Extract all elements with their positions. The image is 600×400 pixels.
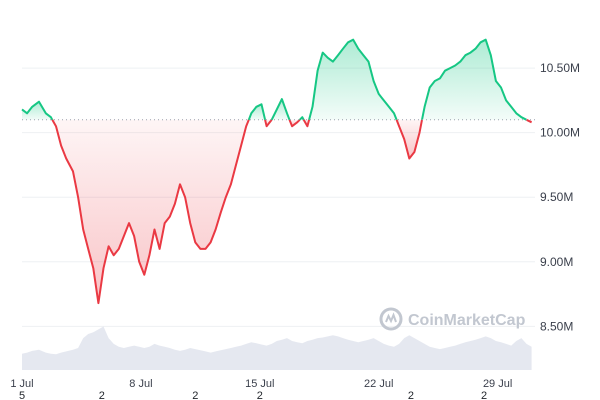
watermark: CoinMarketCap: [379, 307, 526, 331]
price-line-above-baseline: [21, 100, 54, 121]
price-fill-below-baseline: [396, 119, 422, 159]
x-sub-label: 2: [481, 390, 487, 400]
x-axis-sub-labels: 5 2 2 2 2 2: [19, 390, 487, 400]
price-fill-above-baseline: [248, 104, 266, 120]
x-tick-label: 29 Jul: [483, 378, 512, 390]
y-tick-label: 10.50M: [540, 61, 580, 75]
price-line-below-baseline: [51, 119, 250, 305]
price-line-above-baseline: [308, 38, 398, 121]
x-sub-label: 5: [19, 390, 25, 400]
y-tick-label: 8.50M: [540, 319, 573, 333]
volume-area-path: [22, 326, 532, 370]
price-line-above-baseline: [298, 116, 305, 121]
price-fill-above-baseline: [271, 99, 290, 120]
x-sub-label: 2: [408, 390, 414, 400]
price-line-below-baseline: [395, 119, 423, 160]
price-line-below-baseline: [526, 118, 533, 124]
x-tick-label: 1 Jul: [10, 378, 33, 390]
x-axis-tick-labels: 1 Jul 8 Jul 15 Jul 22 Jul 29 Jul: [10, 378, 512, 390]
price-line-above-baseline: [270, 98, 291, 121]
price-line-below-baseline: [288, 119, 301, 128]
y-tick-label: 9.50M: [540, 190, 573, 204]
price-fill-above-baseline: [422, 39, 527, 120]
x-sub-label: 2: [257, 390, 263, 400]
price-fill-below-baseline: [52, 119, 249, 304]
price-line-above-baseline: [421, 38, 527, 121]
y-tick-label: 10.00M: [540, 126, 580, 140]
volume-area: [22, 326, 532, 370]
price-line-above-baseline: [247, 103, 267, 121]
y-tick-label: 9.00M: [540, 255, 573, 269]
x-sub-label: 2: [192, 390, 198, 400]
price-line: [21, 38, 533, 305]
price-fill: [22, 39, 532, 304]
price-line-below-baseline: [302, 119, 311, 128]
x-tick-label: 8 Jul: [129, 378, 152, 390]
watermark-text: CoinMarketCap: [408, 312, 526, 329]
x-tick-label: 22 Jul: [364, 378, 393, 390]
coinmarketcap-logo-icon: [379, 307, 403, 331]
x-tick-label: 15 Jul: [245, 378, 274, 390]
y-axis-tick-labels: 10.50M 10.00M 9.50M 9.00M 8.50M: [540, 61, 580, 333]
price-fill-above-baseline: [309, 39, 397, 120]
x-sub-label: 2: [99, 390, 105, 400]
price-fill-above-baseline: [22, 101, 53, 120]
price-line-below-baseline: [264, 119, 273, 128]
